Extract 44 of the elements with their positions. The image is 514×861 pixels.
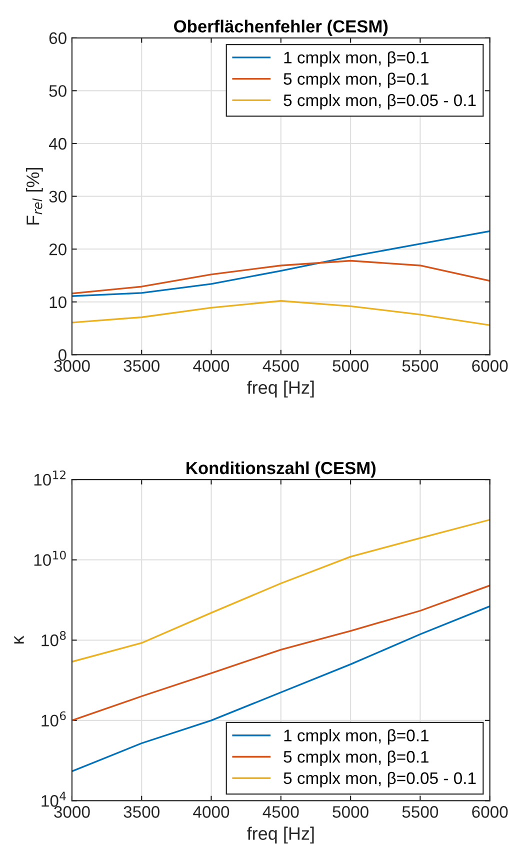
x-tick-label: 6000 — [472, 360, 508, 372]
y-tick-label: 40 — [48, 138, 66, 150]
legend-label: 1 cmplx mon, β=0.1 — [284, 51, 428, 67]
y-tick-label: 30 — [49, 190, 66, 203]
y-tick-label: 0 — [58, 349, 66, 361]
x-axis-title: freq [Hz] — [247, 380, 314, 398]
y-tick-label: 10$^{8}$ — [42, 631, 66, 646]
legend-label: 5 cmplx mon, β=0.05 - 0.1 — [284, 94, 476, 110]
y-tick-label: 10 — [50, 296, 66, 308]
line-series — [72, 230, 490, 297]
x-tick-label: 6000 — [472, 806, 508, 818]
x-tick-label: 5000 — [332, 360, 368, 372]
line-series — [72, 300, 490, 326]
x-tick-label: 5500 — [402, 806, 438, 818]
x-tick-label: 4500 — [262, 360, 299, 372]
y-tick-label: 60 — [49, 32, 66, 44]
legend-label: 5 cmplx mon, β=0.05 - 0.1 — [284, 772, 476, 788]
y-axis-title: F$_{rel}$ [%] — [26, 168, 43, 225]
y-axis-title: κ — [14, 636, 24, 644]
y-tick-label: 10$^{12}$ — [34, 470, 66, 486]
x-axis-title: freq [Hz] — [247, 826, 314, 844]
line-series — [72, 518, 490, 663]
chart-title: Konditionszahl (CESM) — [186, 461, 376, 478]
x-tick-label: 5000 — [332, 806, 368, 818]
y-tick-label: 10$^{4}$ — [42, 792, 66, 807]
line-series — [72, 584, 490, 722]
x-tick-label: 3000 — [54, 360, 90, 372]
x-tick-label: 4000 — [193, 360, 230, 372]
x-tick-label: 4500 — [262, 806, 299, 818]
x-tick-label: 3500 — [124, 360, 160, 372]
legend-label: 5 cmplx mon, β=0.1 — [284, 750, 428, 766]
y-tick-label: 20 — [49, 244, 66, 256]
chart-title: Oberflächenfehler (CESM) — [174, 20, 388, 36]
line-series — [72, 260, 490, 294]
x-tick-label: 4000 — [193, 806, 230, 818]
x-tick-label: 3000 — [54, 806, 90, 818]
x-tick-label: 3500 — [124, 806, 160, 818]
y-tick-label: 50 — [49, 85, 66, 97]
y-tick-label: 10$^{10}$ — [34, 550, 66, 566]
line-series — [72, 605, 490, 772]
y-tick-label: 10$^{6}$ — [42, 711, 66, 727]
x-tick-label: 5500 — [402, 360, 438, 372]
legend-label: 5 cmplx mon, β=0.1 — [284, 72, 428, 88]
legend-label: 1 cmplx mon, β=0.1 — [284, 729, 428, 745]
